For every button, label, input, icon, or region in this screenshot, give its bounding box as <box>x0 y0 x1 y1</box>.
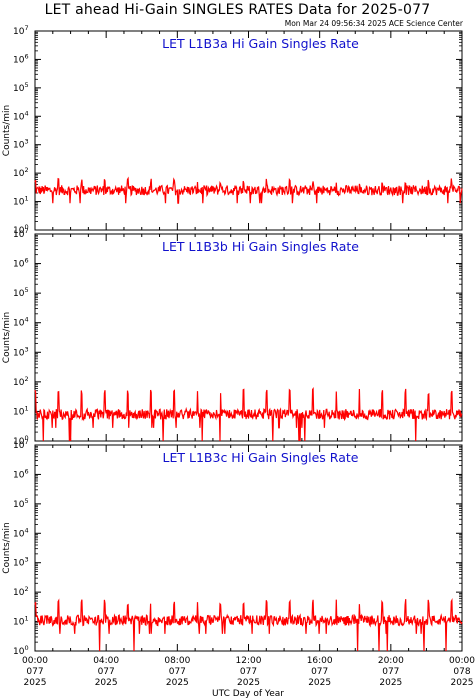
x-tick-label: 077 <box>26 667 43 677</box>
y-tick-label: 107 <box>13 24 29 37</box>
y-tick-label: 106 <box>13 467 29 480</box>
y-tick-label: 104 <box>13 526 29 539</box>
x-tick-label: 2025 <box>166 678 189 688</box>
page-title: LET ahead Hi-Gain SINGLES RATES Data for… <box>44 2 431 18</box>
y-tick-label: 107 <box>13 227 29 240</box>
timestamp-label: Mon Mar 24 09:56:34 2025 ACE Science Cen… <box>284 19 463 28</box>
x-axis-title: UTC Day of Year <box>212 689 284 699</box>
x-tick-label: 04:00 <box>93 656 119 666</box>
x-tick-label: 20:00 <box>378 656 404 666</box>
y-tick-label: 102 <box>13 375 29 388</box>
x-tick-label: 08:00 <box>164 656 190 666</box>
y-tick-label: 107 <box>13 438 29 451</box>
y-tick-label: 101 <box>13 404 29 417</box>
y-tick-label: 103 <box>13 556 29 569</box>
y-tick-label: 105 <box>13 497 29 510</box>
series-line <box>34 598 463 652</box>
x-tick-label: 2025 <box>308 678 331 688</box>
x-tick-label: 077 <box>311 667 328 677</box>
y-axis-title: Counts/min <box>2 522 12 573</box>
y-tick-label: 106 <box>13 257 29 270</box>
panel-frame <box>34 30 463 231</box>
x-tick-label: 2025 <box>95 678 118 688</box>
y-tick-label: 102 <box>13 166 29 179</box>
series-line <box>34 386 463 442</box>
y-axis-title: Counts/min <box>2 105 12 156</box>
y-tick-label: 102 <box>13 585 29 598</box>
x-tick-label: 077 <box>169 667 186 677</box>
x-tick-label: 2025 <box>237 678 260 688</box>
x-tick-label: 00:00 <box>22 656 48 666</box>
x-tick-label: 2025 <box>24 678 47 688</box>
x-tick-label: 12:00 <box>236 656 262 666</box>
y-tick-label: 106 <box>13 52 29 65</box>
x-tick-label: 2025 <box>451 678 474 688</box>
panel-title: LET L1B3c Hi Gain Singles Rate <box>163 450 359 465</box>
y-tick-label: 100 <box>13 644 29 657</box>
panel-title: LET L1B3a Hi Gain Singles Rate <box>162 36 359 51</box>
y-tick-label: 104 <box>13 316 29 329</box>
panel-title: LET L1B3b Hi Gain Singles Rate <box>162 239 359 254</box>
y-tick-label: 104 <box>13 109 29 122</box>
y-tick-label: 103 <box>13 345 29 358</box>
x-tick-label: 2025 <box>379 678 402 688</box>
y-tick-label: 101 <box>13 195 29 208</box>
x-tick-label: 077 <box>382 667 399 677</box>
y-tick-label: 105 <box>13 286 29 299</box>
y-tick-label: 105 <box>13 81 29 94</box>
x-tick-label: 077 <box>240 667 257 677</box>
x-tick-label: 00:00 <box>449 656 475 666</box>
x-tick-label: 077 <box>98 667 115 677</box>
y-axis-title: Counts/min <box>2 312 12 363</box>
x-tick-label: 078 <box>453 667 470 677</box>
y-tick-label: 100 <box>13 223 29 236</box>
y-tick-label: 103 <box>13 138 29 151</box>
series-line <box>34 176 463 204</box>
x-tick-label: 16:00 <box>307 656 333 666</box>
y-tick-label: 101 <box>13 615 29 628</box>
y-tick-label: 100 <box>13 434 29 447</box>
